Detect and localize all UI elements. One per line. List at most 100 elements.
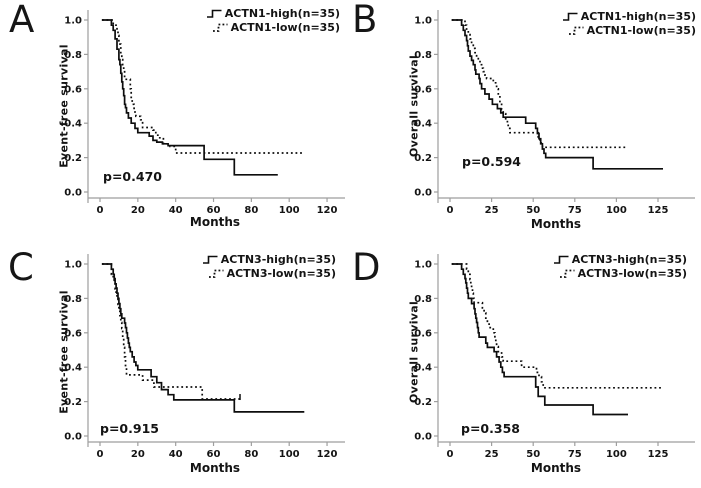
- km-curve-dotted: [451, 263, 662, 389]
- y-tick-label: 0.0: [414, 432, 432, 443]
- x-tick-label: 20: [131, 449, 145, 460]
- y-axis-title: Overall survival: [407, 300, 421, 404]
- y-tick-label: 0.6: [64, 84, 82, 95]
- panel-label-b: B: [352, 0, 378, 41]
- p-value: p=0.470: [103, 169, 162, 184]
- km-curve-dotted: [451, 19, 628, 149]
- legend-row: ACTN3-high(n=35): [202, 253, 336, 266]
- legend-label-high: ACTN1-high(n=35): [224, 7, 340, 20]
- x-tick-label: 100: [606, 449, 627, 460]
- x-tick-label: 100: [279, 205, 300, 216]
- solid-line-sample-icon: [202, 255, 218, 264]
- legend-label-low: ACTN1-low(n=35): [230, 21, 340, 34]
- x-tick-label: 100: [606, 205, 627, 216]
- legend-row: ACTN1-high(n=35): [562, 10, 696, 23]
- y-tick-label: 0.4: [64, 119, 82, 130]
- legend-row: ACTN1-high(n=35): [206, 7, 340, 20]
- x-axis-title: Months: [189, 461, 241, 475]
- panel-d: 1.0 0.8 0.6 0.4 0.2 0.0 0 25 50 75 100 125 D Overal…: [350, 244, 701, 488]
- y-tick-label: 0.2: [64, 397, 82, 408]
- x-tick-label: 60: [207, 205, 221, 216]
- y-tick-label: 0.4: [64, 363, 82, 374]
- km-curve-dotted: [101, 263, 240, 400]
- legend-row: ACTN3-high(n=35): [553, 253, 687, 266]
- x-tick-label: 0: [447, 449, 454, 460]
- panel-b: 1.0 0.8 0.6 0.4 0.2 0.0 0 25 50 75 100 125 B Overal…: [350, 0, 701, 244]
- dotted-line-sample-icon: [208, 269, 224, 278]
- panel-label-a: A: [9, 0, 35, 41]
- km-plot-d: 1.0 0.8 0.6 0.4 0.2 0.0 0 25 50 75 100 125: [414, 254, 695, 460]
- x-axis-title: Months: [530, 461, 582, 475]
- x-tick-label: 120: [317, 449, 338, 460]
- solid-line-sample-icon: [553, 255, 569, 264]
- km-plot-a: 1.0 0.8 0.6 0.4 0.2 0.0 0 20 40 60 80 100 120: [64, 10, 345, 216]
- panel-c: 1.0 0.8 0.6 0.4 0.2 0.0 0 20 40 60 80 100 120 C Even…: [0, 244, 350, 488]
- y-tick-label: 0.6: [414, 84, 432, 95]
- x-tick-label: 50: [526, 449, 540, 460]
- dotted-line-sample-icon: [212, 23, 228, 32]
- km-curve-solid: [101, 263, 305, 413]
- legend-row: ACTN1-low(n=35): [212, 21, 340, 34]
- y-tick-label: 1.0: [64, 260, 82, 271]
- y-tick-label: 0.6: [414, 328, 432, 339]
- legend-label-low: ACTN1-low(n=35): [586, 24, 696, 37]
- x-tick-label: 25: [485, 449, 499, 460]
- legend-label-low: ACTN3-low(n=35): [226, 267, 336, 280]
- y-tick-label: 0.0: [64, 432, 82, 443]
- y-tick-label: 0.8: [414, 50, 432, 61]
- x-tick-label: 40: [169, 205, 183, 216]
- y-tick-label: 0.8: [64, 50, 82, 61]
- x-axis-title: Months: [530, 217, 582, 231]
- km-curve-solid: [451, 263, 628, 416]
- legend-row: ACTN3-low(n=35): [208, 267, 336, 280]
- km-curve-solid: [101, 19, 278, 176]
- legend: ACTN1-high(n=35) ACTN1-low(n=35): [206, 7, 340, 34]
- legend: ACTN3-high(n=35) ACTN3-low(n=35): [553, 253, 687, 280]
- x-tick-label: 20: [131, 205, 145, 216]
- x-tick-label: 125: [648, 205, 669, 216]
- x-tick-label: 0: [447, 205, 454, 216]
- x-tick-label: 0: [97, 449, 104, 460]
- x-tick-label: 125: [648, 449, 669, 460]
- y-tick-label: 0.2: [414, 153, 432, 164]
- legend-label-high: ACTN1-high(n=35): [580, 10, 696, 23]
- y-tick-label: 0.4: [414, 363, 432, 374]
- panel-label-c: C: [8, 246, 34, 289]
- x-tick-label: 0: [97, 205, 104, 216]
- y-tick-label: 1.0: [414, 16, 432, 27]
- y-tick-label: 0.0: [64, 188, 82, 199]
- y-axis-title: Event-free survival: [57, 290, 71, 414]
- y-tick-label: 0.2: [64, 153, 82, 164]
- x-tick-label: 25: [485, 205, 499, 216]
- x-tick-label: 120: [317, 205, 338, 216]
- legend-row: ACTN1-low(n=35): [568, 24, 696, 37]
- legend-label-low: ACTN3-low(n=35): [577, 267, 687, 280]
- y-tick-label: 1.0: [64, 16, 82, 27]
- x-tick-label: 80: [244, 449, 258, 460]
- solid-line-sample-icon: [562, 12, 578, 21]
- p-value: p=0.915: [100, 421, 159, 436]
- x-axis-title: Months: [189, 215, 241, 229]
- y-tick-label: 1.0: [414, 260, 432, 271]
- x-tick-label: 75: [568, 205, 582, 216]
- legend: ACTN3-high(n=35) ACTN3-low(n=35): [202, 253, 336, 280]
- y-axis-title: Event-free survival: [57, 44, 71, 168]
- legend-label-high: ACTN3-high(n=35): [220, 253, 336, 266]
- y-tick-label: 0.8: [414, 294, 432, 305]
- y-tick-label: 0.4: [414, 119, 432, 130]
- dotted-line-sample-icon: [559, 269, 575, 278]
- legend-row: ACTN3-low(n=35): [559, 267, 687, 280]
- y-tick-label: 0.8: [64, 294, 82, 305]
- panel-a: 1.0 0.8 0.6 0.4 0.2 0.0 0 20 40 60 80 100 120 A Even…: [0, 0, 350, 244]
- legend: ACTN1-high(n=35) ACTN1-low(n=35): [562, 10, 696, 37]
- panel-label-d: D: [352, 246, 381, 289]
- y-axis-title: Overall survival: [407, 54, 421, 158]
- x-tick-label: 75: [568, 449, 582, 460]
- y-tick-label: 0.6: [64, 328, 82, 339]
- km-plot-b: 1.0 0.8 0.6 0.4 0.2 0.0 0 25 50 75 100 125: [414, 10, 695, 216]
- km-plot-c: 1.0 0.8 0.6 0.4 0.2 0.0 0 20 40 60 80 100 120: [64, 254, 345, 460]
- x-tick-label: 60: [207, 449, 221, 460]
- y-tick-label: 0.2: [414, 397, 432, 408]
- x-tick-label: 50: [526, 205, 540, 216]
